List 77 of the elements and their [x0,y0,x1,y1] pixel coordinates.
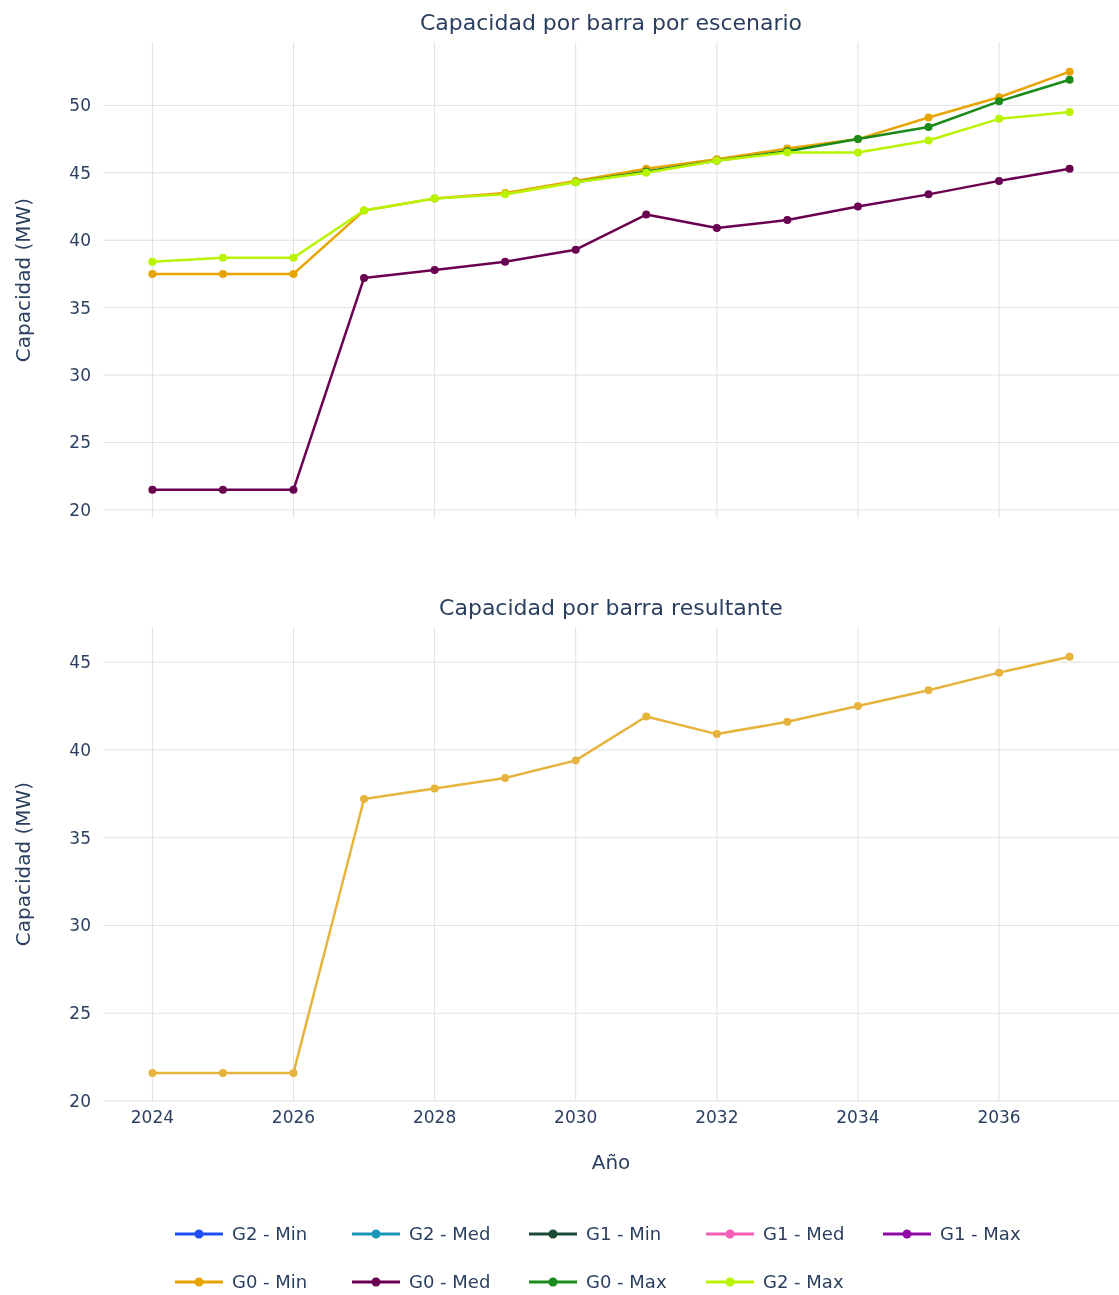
point [571,756,580,765]
point [501,257,510,266]
point [642,712,651,721]
legend-label: G0 - Min [232,1271,308,1293]
point [501,773,510,782]
x-tick-label: 2024 [130,1107,175,1127]
legend-label: G2 - Min [232,1223,308,1245]
point [289,253,298,262]
chart-title: Capacidad por barra resultante [439,595,783,620]
point [148,257,157,266]
y-tick-label: 40 [69,230,91,251]
point [1065,164,1074,173]
legend-label: G2 - Max [763,1271,844,1293]
x-tick-label: 2030 [554,1107,598,1127]
legend-label: G1 - Max [940,1223,1021,1245]
point [924,190,933,199]
legend-label: G2 - Med [409,1223,491,1245]
legend-label: G0 - Max [586,1271,667,1293]
point [995,668,1004,677]
point [1065,652,1074,661]
point [924,122,933,131]
point [924,113,933,122]
point [360,273,369,282]
point [218,253,227,262]
point [995,114,1004,123]
point [924,686,933,695]
legend-label: G1 - Med [763,1223,845,1245]
point [289,485,298,494]
point [853,202,862,211]
point [995,176,1004,185]
point [924,136,933,145]
y-tick-label: 30 [69,915,91,936]
point [853,148,862,157]
point [218,485,227,494]
point [995,97,1004,106]
point [712,224,721,233]
point [430,784,439,793]
y-tick-label: 30 [69,365,91,386]
legend-label: G0 - Med [409,1271,491,1293]
x-tick-label: 2032 [695,1107,739,1127]
point [148,269,157,278]
chart-title: Capacidad por barra por escenario [419,10,803,35]
y-tick-label: 20 [69,1090,91,1111]
y-axis-title: Capacidad (MW) [11,197,35,363]
point [148,1068,157,1077]
y-axis-title: Capacidad (MW) [11,781,35,947]
point [853,702,862,710]
y-tick-label: 50 [69,95,91,116]
x-tick-label: 2028 [412,1107,457,1127]
point [148,485,157,494]
point [1065,75,1074,84]
x-tick-label: 2036 [977,1107,1021,1127]
point [783,717,792,726]
legend-label: G1 - Min [586,1223,662,1245]
y-tick-label: 20 [69,499,91,520]
y-tick-label: 25 [69,1003,91,1024]
point [289,269,298,278]
point [360,795,369,804]
y-tick-label: 40 [69,739,91,760]
y-tick-label: 35 [69,297,91,318]
x-axis-title: Año [591,1150,631,1174]
y-tick-label: 25 [69,432,91,453]
point [571,245,580,254]
y-tick-label: 45 [69,162,91,183]
x-tick-label: 2034 [836,1107,880,1127]
y-tick-label: 45 [69,652,91,673]
point [1065,108,1074,117]
point [783,215,792,224]
point [430,265,439,274]
x-tick-label: 2026 [271,1107,316,1127]
point [642,210,651,219]
point [289,1068,298,1077]
point [218,269,227,278]
point [1065,67,1074,76]
y-tick-label: 35 [69,827,91,848]
point [218,1068,227,1077]
point [712,730,721,739]
